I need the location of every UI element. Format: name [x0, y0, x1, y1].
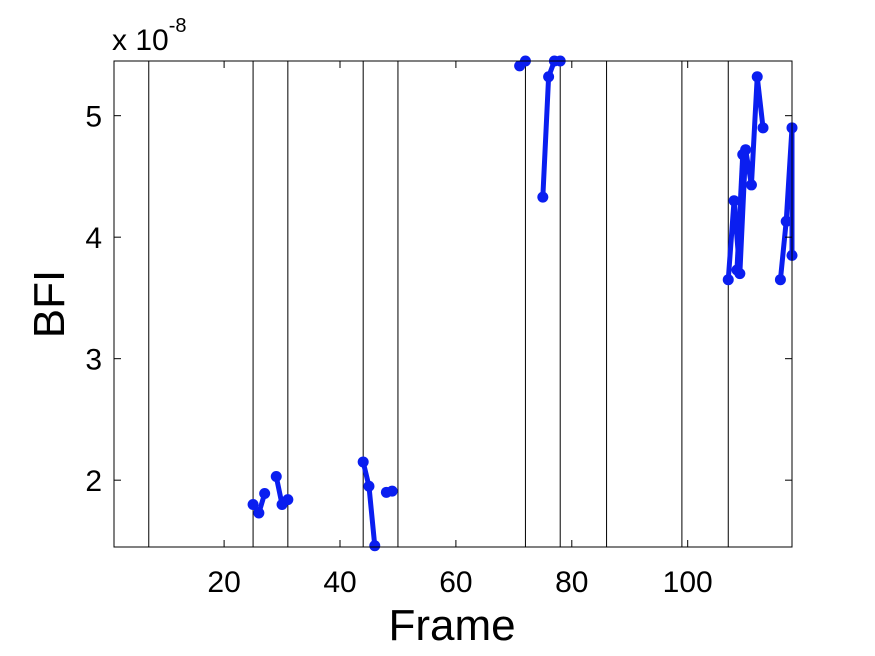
y-multiplier-exponent: -8 [169, 15, 187, 37]
x-axis-label: Frame [388, 601, 515, 650]
data-point-0-2 [259, 488, 271, 500]
data-point-2-0 [357, 456, 369, 468]
data-point-5-0 [537, 191, 549, 203]
data-point-6-6 [757, 122, 769, 134]
data-point-0-0 [247, 498, 259, 510]
data-point-8-0 [774, 274, 786, 286]
axis-ticks: 20 40 60 80 100 2 3 4 5 [85, 61, 792, 599]
y-multiplier-base: x 10 [112, 24, 169, 57]
series-segment-2 [360, 461, 378, 547]
x-tick-label-0: 20 [207, 566, 240, 599]
y-tick-label-1: 3 [85, 344, 102, 377]
series-segment-6 [725, 74, 766, 280]
data-point-3-1 [386, 485, 398, 497]
data-point-7-0 [731, 264, 743, 276]
data-point-6-1 [728, 195, 740, 207]
data-point-8-1 [780, 215, 792, 227]
series-segment-7 [734, 154, 746, 271]
vertical-marker-lines [148, 61, 729, 547]
data-point-1-2 [282, 494, 294, 506]
y-multiplier: x 10-8 [112, 15, 187, 57]
data-point-2-2 [369, 540, 381, 552]
data-point-6-5 [751, 71, 763, 83]
axes-box [113, 60, 793, 548]
data-point-7-1 [737, 149, 749, 161]
data-point-5-1 [543, 71, 555, 83]
data-point-6-4 [745, 179, 757, 191]
y-tick-label-2: 4 [85, 222, 102, 255]
x-tick-label-4: 100 [663, 566, 713, 599]
data-point-6-0 [722, 274, 734, 286]
data-point-2-1 [363, 480, 375, 492]
bfi-series [247, 55, 798, 552]
y-axis-label: BFI [25, 270, 74, 338]
data-point-1-0 [270, 471, 282, 483]
y-tick-label-3: 5 [85, 101, 102, 134]
x-tick-label-2: 60 [439, 566, 472, 599]
x-tick-label-1: 40 [323, 566, 356, 599]
x-tick-label-3: 80 [555, 566, 588, 599]
y-tick-label-0: 2 [85, 465, 102, 498]
data-point-0-1 [253, 507, 265, 519]
